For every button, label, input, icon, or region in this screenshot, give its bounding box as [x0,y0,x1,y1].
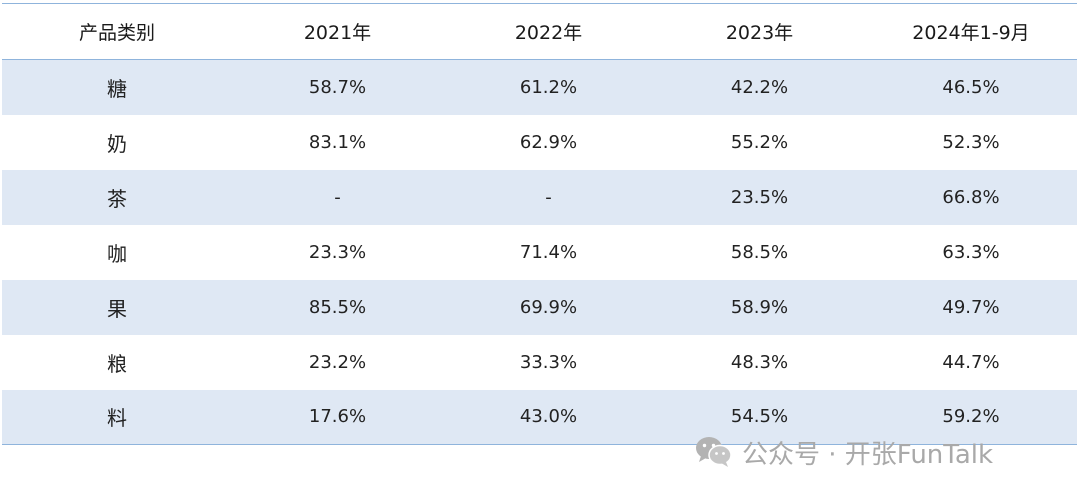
cell-value: 71.4% [519,241,578,263]
row-category: 粮 [107,351,127,376]
table-header-row: 产品类别 2021年 2022年 2023年 2024年1-9月 [2,3,1077,60]
wechat-icon [694,434,734,470]
header-category: 产品类别 [78,22,155,44]
table-row: 料 17.6% 43.0% 54.5% 59.2% [2,389,1077,445]
row-category: 茶 [107,186,127,211]
cell-value: 58.5% [730,241,789,263]
row-category: 奶 [107,131,127,156]
cell-value: 54.5% [730,406,789,428]
header-2024-jan-sep: 2024年1-9月 [912,22,1030,44]
cell-value: - [545,186,552,208]
cell-value: 52.3% [942,131,1000,153]
cell-value: 42.2% [730,76,789,98]
table-row: 果 85.5% 69.9% 58.9% 49.7% [2,279,1077,335]
cell-value: 23.2% [308,351,367,373]
cell-value: 63.3% [942,241,1000,263]
row-category: 料 [107,406,127,431]
header-2022: 2022年 [514,22,583,44]
cell-value: - [334,186,341,208]
row-category: 咖 [107,241,127,266]
header-2023: 2023年 [725,22,794,44]
cell-value: 23.5% [730,186,789,208]
table-row: 糖 58.7% 61.2% 42.2% 46.5% [2,59,1077,115]
watermark: 公众号 · 开张FunTalk [694,432,993,472]
table-row: 粮 23.2% 33.3% 48.3% 44.7% [2,335,1077,390]
cell-value: 23.3% [308,241,367,263]
header-2021: 2021年 [303,22,372,44]
cell-value: 44.7% [942,351,1000,373]
cell-value: 58.9% [730,296,789,318]
cell-value: 17.6% [308,406,367,428]
table-row: 奶 83.1% 62.9% 55.2% 52.3% [2,115,1077,170]
cell-value: 58.7% [308,76,367,98]
cell-value: 66.8% [942,186,1000,208]
cell-value: 69.9% [519,296,578,318]
cell-value: 55.2% [730,131,789,153]
row-category: 果 [107,296,127,321]
table-row: 咖 23.3% 71.4% 58.5% 63.3% [2,225,1077,280]
data-table: 产品类别 2021年 2022年 2023年 2024年1-9月 糖 58.7%… [2,3,1077,445]
cell-value: 61.2% [519,76,578,98]
watermark-text: 公众号 · 开张FunTalk [742,439,994,470]
cell-value: 46.5% [942,76,1000,98]
cell-value: 33.3% [519,351,578,373]
cell-value: 83.1% [308,131,367,153]
cell-value: 49.7% [942,296,1000,318]
cell-value: 62.9% [519,131,578,153]
row-category: 糖 [107,76,127,101]
cell-value: 85.5% [308,296,367,318]
cell-value: 43.0% [519,406,578,428]
cell-value: 59.2% [942,406,1000,428]
table-row: 茶 - - 23.5% 66.8% [2,169,1077,225]
cell-value: 48.3% [730,351,789,373]
data-table-container: 产品类别 2021年 2022年 2023年 2024年1-9月 糖 58.7%… [2,3,1077,445]
